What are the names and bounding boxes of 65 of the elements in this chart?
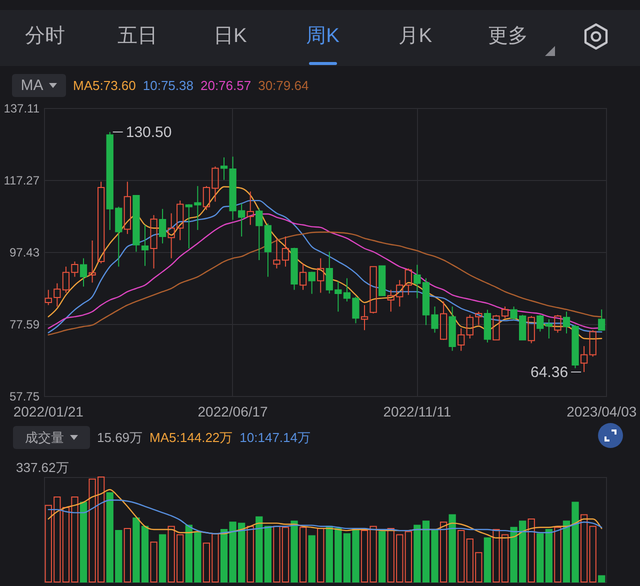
text: 15.69万 bbox=[97, 430, 143, 446]
bar bbox=[484, 537, 492, 582]
text: 五日 bbox=[118, 24, 158, 48]
bar bbox=[264, 526, 272, 582]
bar bbox=[80, 502, 88, 582]
bar bbox=[589, 526, 596, 582]
bar bbox=[440, 522, 448, 582]
bar bbox=[448, 514, 456, 582]
candlestick bbox=[299, 262, 307, 290]
bar bbox=[545, 529, 552, 582]
candlestick bbox=[317, 258, 324, 294]
candlestick bbox=[141, 224, 149, 266]
y-tick-label: 137.11 bbox=[4, 102, 40, 116]
x-tick-label: 2022/01/21 bbox=[13, 404, 84, 420]
bar bbox=[598, 575, 606, 582]
candlestick bbox=[360, 304, 368, 331]
dropdown-button: 成交量 bbox=[13, 426, 90, 449]
text: 30:79.64 bbox=[258, 78, 309, 94]
bar bbox=[246, 526, 254, 582]
bar bbox=[299, 526, 307, 582]
dropdown-button: MA bbox=[12, 74, 66, 97]
bar bbox=[378, 531, 386, 582]
text: 月K bbox=[398, 24, 432, 48]
text: 10:147.14万 bbox=[240, 430, 310, 446]
annotation: 130.50 bbox=[126, 124, 172, 141]
text: 更多 bbox=[488, 24, 528, 48]
candlestick bbox=[545, 318, 552, 339]
y-tick-label: 77.59 bbox=[9, 318, 40, 332]
bar bbox=[290, 520, 298, 582]
y-tick-label: 117.27 bbox=[4, 174, 40, 188]
bar bbox=[308, 535, 316, 582]
bar bbox=[528, 518, 535, 582]
text: 分时 bbox=[25, 24, 65, 48]
text: 337.62万 bbox=[16, 460, 69, 475]
text: MA5:144.22万 bbox=[150, 430, 233, 446]
bar bbox=[256, 516, 263, 582]
text: 10:75.38 bbox=[142, 78, 194, 94]
x-tick-label: 2022/06/17 bbox=[198, 404, 268, 420]
candlestick bbox=[124, 181, 131, 234]
bar bbox=[580, 514, 588, 582]
text: MA5:73.60 bbox=[73, 78, 136, 94]
candlestick bbox=[158, 208, 166, 244]
candlestick bbox=[580, 346, 588, 373]
candlestick bbox=[458, 328, 465, 352]
text: 20:76.57 bbox=[200, 78, 252, 94]
bar bbox=[554, 526, 562, 582]
y-tick-label: 97.43 bbox=[9, 246, 40, 260]
text: 周K bbox=[306, 24, 340, 48]
y-tick-label: 57.75 bbox=[9, 390, 40, 404]
bar bbox=[150, 542, 158, 582]
bar bbox=[536, 533, 544, 582]
line-series bbox=[48, 232, 602, 336]
candlestick bbox=[448, 306, 456, 352]
text: 日K bbox=[214, 24, 247, 48]
bar bbox=[158, 534, 166, 582]
candlestick bbox=[80, 258, 88, 288]
annotation: 64.36 bbox=[530, 364, 568, 382]
candlestick bbox=[246, 191, 254, 226]
x-tick-label: 2023/04/03 bbox=[566, 404, 637, 420]
x-tick-label: 2022/11/11 bbox=[383, 404, 452, 420]
bar bbox=[404, 531, 412, 582]
bar bbox=[458, 530, 465, 582]
candlestick bbox=[88, 240, 96, 284]
bar bbox=[317, 528, 324, 582]
bar bbox=[124, 528, 131, 582]
